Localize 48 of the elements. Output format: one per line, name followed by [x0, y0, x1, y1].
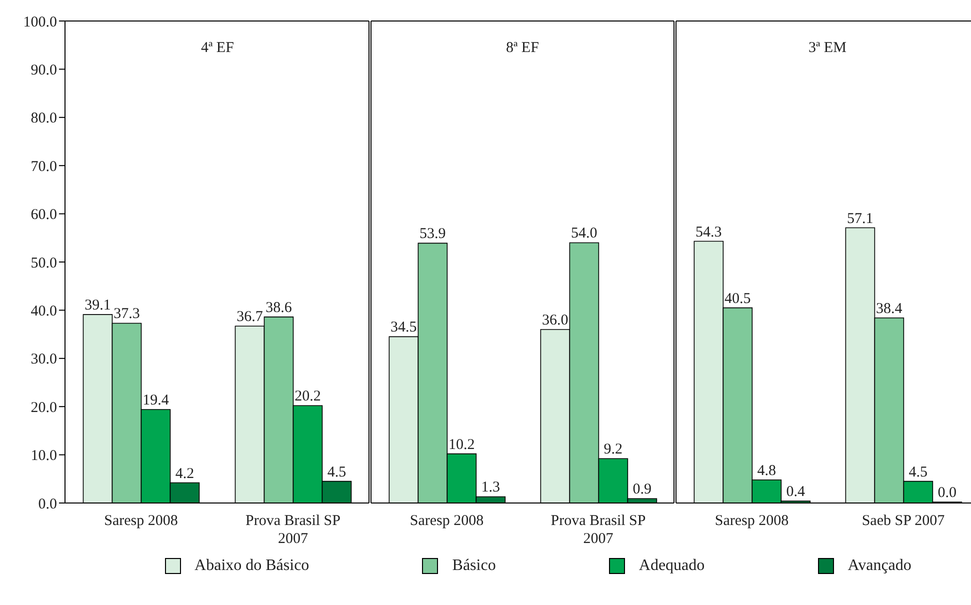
y-tick-label: 80.0	[30, 110, 57, 127]
y-tick-label: 20.0	[30, 400, 57, 416]
data-label: 39.1	[84, 298, 111, 314]
data-label: 10.2	[448, 436, 475, 453]
y-tick-label: 40.0	[30, 304, 57, 320]
text: 4ª EF	[200, 40, 235, 57]
data-label: 36.0	[542, 312, 568, 328]
data-label: 53.9	[420, 226, 446, 242]
data-label: 4.5	[327, 464, 346, 480]
data-label: 4.2	[175, 466, 194, 482]
y-tick-label: 50.0	[30, 255, 57, 272]
x-tick-label: Saresp 2008	[410, 513, 484, 529]
x-tick-label: Saresp 2008	[714, 513, 789, 529]
y-tick-label: 70.0	[30, 158, 57, 175]
data-label: 37.3	[114, 306, 140, 322]
text: 8ª EF	[505, 40, 540, 57]
data-label: 0.0	[938, 485, 957, 501]
data-label: 4.8	[757, 462, 776, 479]
y-tick-label: 10.0	[30, 448, 57, 464]
data-label: 0.4	[786, 484, 806, 500]
x-tick-label: Prova Brasil SP 2007	[550, 513, 646, 547]
data-label: 0.9	[632, 482, 652, 498]
y-tick-label: 90.0	[30, 62, 57, 79]
y-tick-label: 0.0	[38, 496, 57, 512]
data-label: 54.3	[696, 224, 722, 240]
data-label: 38.6	[266, 300, 292, 316]
data-label: 36.7	[236, 309, 264, 326]
y-tick-label: 100.0	[23, 14, 57, 30]
y-tick-label: 30.0	[30, 352, 57, 368]
data-label: 38.4	[876, 300, 903, 317]
legend-label: Adequado	[638, 557, 705, 575]
data-label: 40.5	[724, 290, 751, 307]
data-label: 1.3	[481, 480, 500, 496]
text: 3ª EM	[808, 40, 848, 57]
data-label: 57.1	[847, 210, 874, 227]
data-label: 54.0	[571, 226, 598, 242]
data-label: 4.5	[908, 464, 928, 480]
legend-label: Básico	[452, 557, 496, 575]
data-label: 9.2	[604, 442, 623, 458]
data-label: 19.4	[142, 392, 170, 408]
data-label: 20.2	[294, 388, 321, 405]
legend-label: Avançado	[848, 557, 912, 575]
x-tick-label: Saeb SP 2007	[862, 513, 946, 529]
y-tick-label: 60.0	[30, 207, 57, 224]
legend-label: Abaixo do Básico	[194, 557, 310, 575]
x-tick-label: Prova Brasil SP 2007	[245, 513, 341, 547]
x-tick-label: Saresp 2008	[104, 513, 178, 529]
data-label: 34.5	[390, 320, 417, 336]
